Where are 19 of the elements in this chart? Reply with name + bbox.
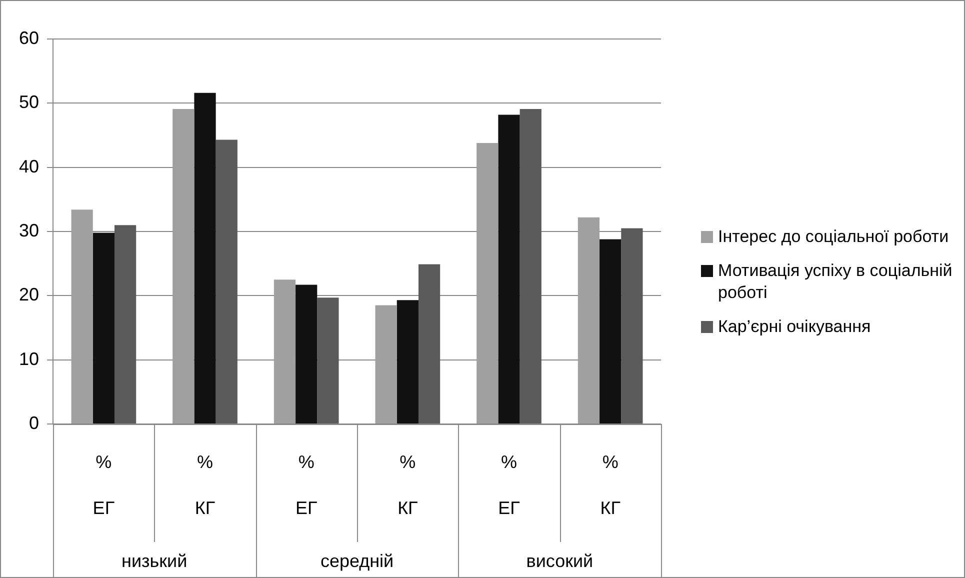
legend-label: Кар’єрні очікування xyxy=(718,316,871,338)
y-tick-label: 20 xyxy=(18,284,40,305)
y-tick-label: 40 xyxy=(18,156,40,176)
y-tick-label: 10 xyxy=(18,348,40,369)
category-label: % ЕГ xyxy=(498,452,520,518)
category-label: % КГ xyxy=(194,452,216,518)
category-label: % КГ xyxy=(398,452,418,518)
legend-label: Мотивація успіху в соціальній роботі xyxy=(718,260,954,304)
y-tick-label: 60 xyxy=(18,28,40,48)
text: низький xyxy=(122,550,188,571)
category-label: % ЕГ xyxy=(295,452,318,518)
y-tick-label: 30 xyxy=(18,220,40,240)
y-tick-label: 50 xyxy=(18,92,40,112)
text: середній xyxy=(320,550,394,571)
legend-label: Інтерес до соціальної роботи xyxy=(718,226,949,248)
y-tick-label: 0 xyxy=(29,412,40,433)
category-label: % ЕГ xyxy=(92,452,115,518)
text: високий xyxy=(526,550,594,571)
category-label: % КГ xyxy=(600,452,620,518)
